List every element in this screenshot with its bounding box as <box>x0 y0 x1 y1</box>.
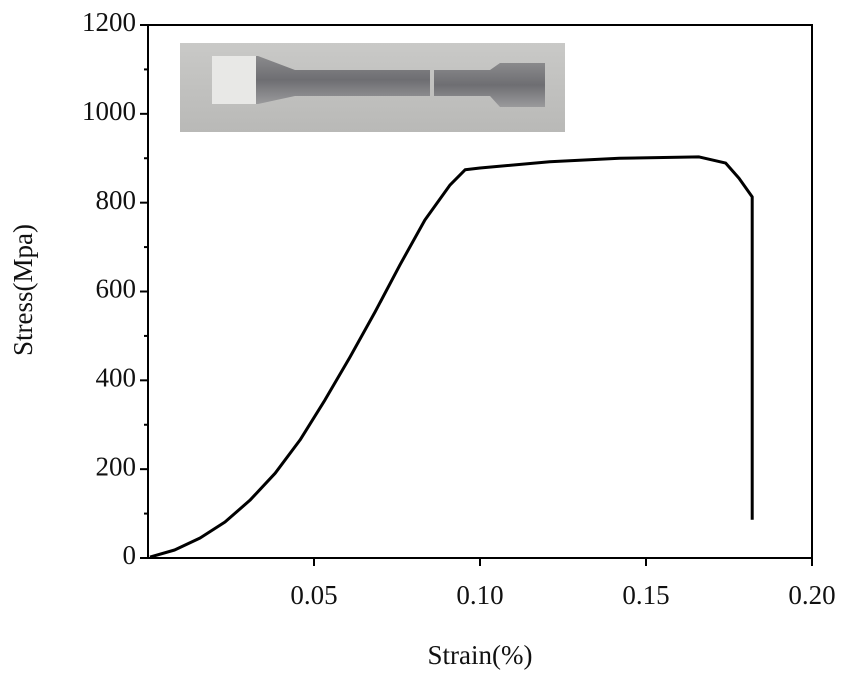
y-tick-label: 0 <box>123 540 137 570</box>
y-tick-label: 600 <box>96 274 137 304</box>
y-tick-label: 1200 <box>82 7 136 37</box>
x-tick-label: 0.05 <box>290 580 337 610</box>
y-tick-label: 400 <box>96 363 137 393</box>
y-tick-label: 800 <box>96 185 137 215</box>
x-tick-label: 0.20 <box>788 580 835 610</box>
specimen-photo <box>180 43 565 132</box>
y-tick-label: 1000 <box>82 96 136 126</box>
y-axis-label: Stress(Mpa) <box>8 224 38 356</box>
x-axis-label: Strain(%) <box>428 640 533 670</box>
x-tick-label: 0.15 <box>622 580 669 610</box>
stress-strain-curve <box>149 155 754 559</box>
x-tick-label: 0.10 <box>456 580 503 610</box>
y-tick-label: 200 <box>96 451 137 481</box>
